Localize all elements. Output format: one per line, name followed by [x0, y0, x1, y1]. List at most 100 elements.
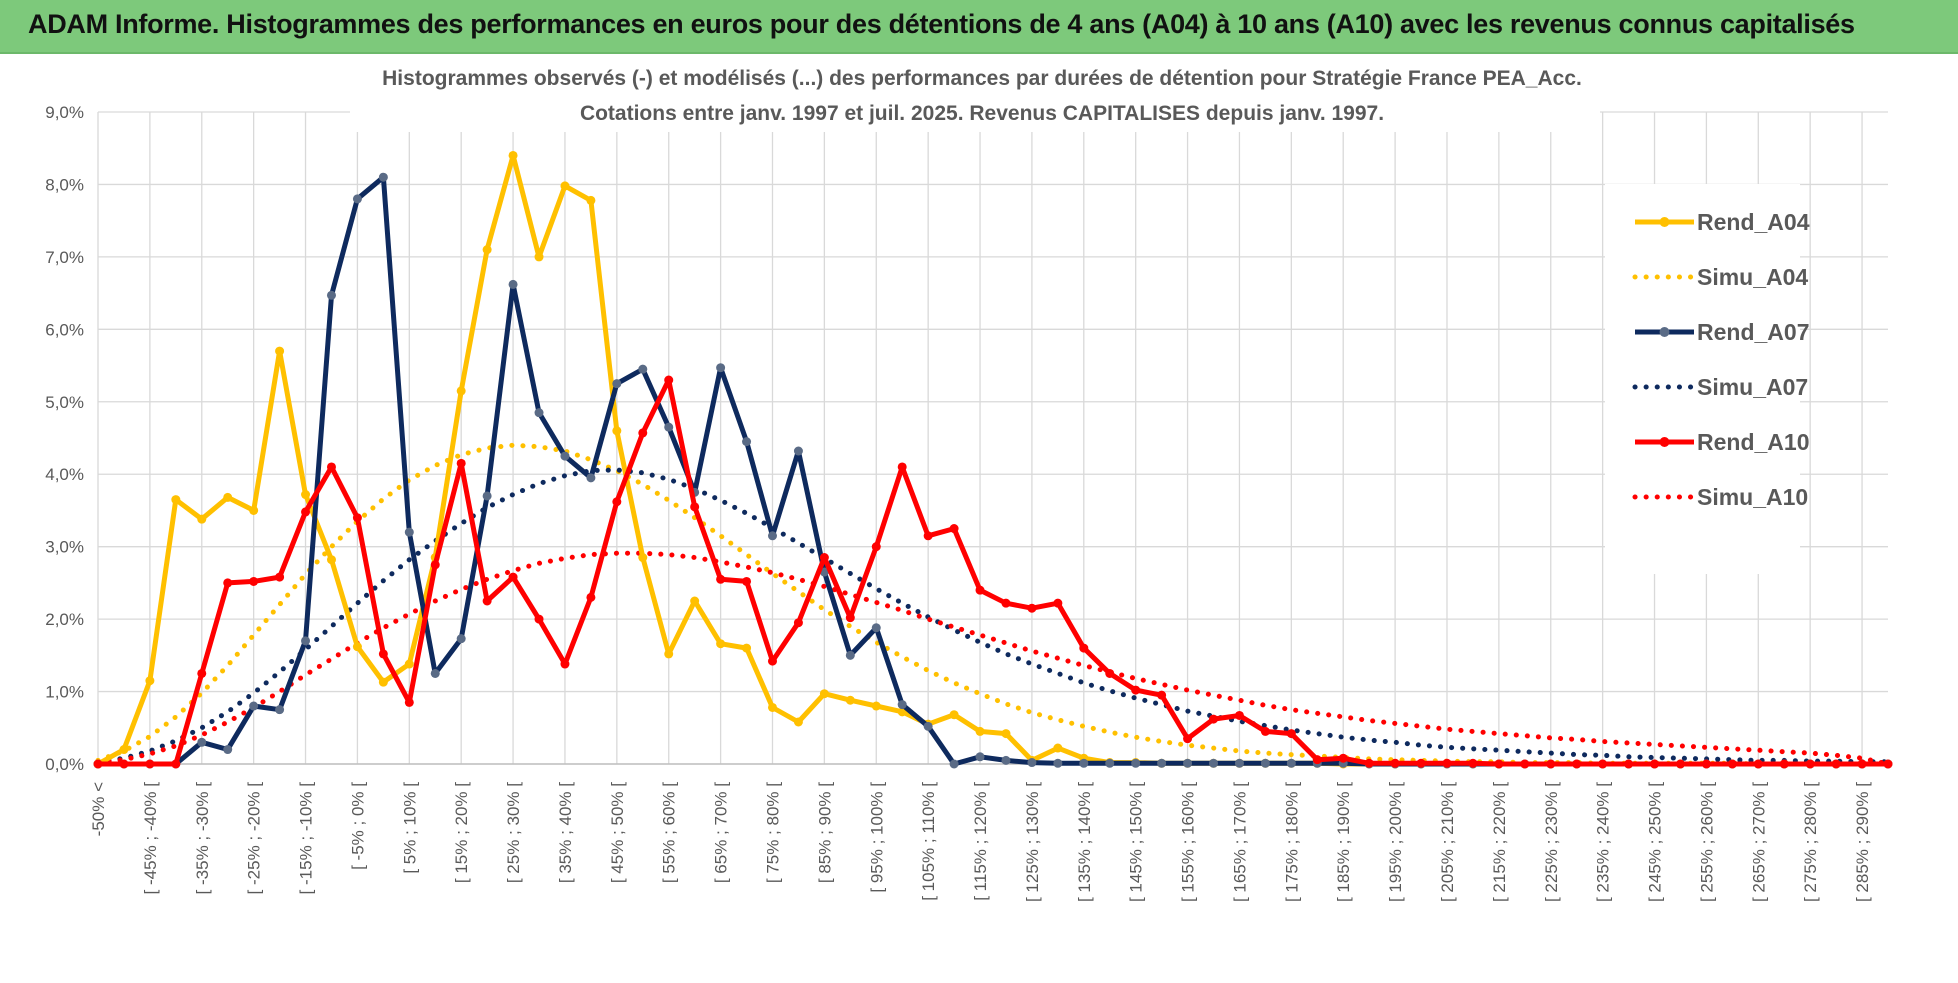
data-point — [612, 379, 622, 389]
data-point — [612, 497, 622, 507]
x-tick-label: [ 35% ; 40% [ — [556, 782, 575, 883]
x-tick-label: [ 55% ; 60% [ — [660, 782, 679, 883]
data-point — [145, 759, 155, 769]
data-point — [1001, 755, 1011, 765]
data-point — [638, 428, 648, 438]
data-point — [1053, 598, 1063, 608]
x-tick-label: [ -5% ; 0% [ — [348, 782, 367, 870]
data-point — [482, 245, 492, 255]
data-point — [1157, 758, 1167, 768]
data-point — [1312, 755, 1322, 765]
data-point — [1468, 758, 1478, 768]
legend-backdrop — [1605, 184, 1800, 574]
data-point — [1209, 714, 1219, 724]
legend-label: Rend_A07 — [1697, 319, 1809, 345]
data-point — [1053, 743, 1063, 753]
chart-area: 0,0% 1,0% 2,0% 3,0% 4,0% 5,0% 6,0% 7,0% 8,0% 9,0%… — [0, 54, 1958, 983]
chart-svg: 0,0% 1,0% 2,0% 3,0% 4,0% 5,0% 6,0% 7,0% 8,0% 9,0%… — [45, 60, 1893, 902]
data-point — [171, 495, 181, 505]
legend-label: Rend_A10 — [1697, 429, 1809, 455]
data-point — [1805, 759, 1815, 769]
series-Rend_A10 — [93, 375, 1893, 769]
data-point — [897, 700, 907, 710]
x-tick-label: [ 45% ; 50% [ — [608, 782, 627, 883]
series-line-Simu_A10 — [95, 550, 1891, 767]
data-point — [716, 363, 726, 373]
data-point — [871, 623, 881, 633]
data-point — [1650, 759, 1660, 769]
x-tick-label: [ 175% ; 180% [ — [1282, 782, 1301, 902]
data-point — [275, 346, 285, 356]
x-tick-label: -50% < — [89, 782, 108, 836]
data-point — [223, 745, 233, 755]
data-point — [1390, 758, 1400, 768]
data-point — [1105, 668, 1115, 678]
data-point — [1572, 759, 1582, 769]
data-point — [456, 458, 466, 468]
data-point — [378, 172, 388, 182]
data-point — [1779, 759, 1789, 769]
data-point — [352, 642, 362, 652]
y-tick-label: 5,0% — [45, 393, 84, 412]
data-point — [1520, 759, 1530, 769]
x-tick-label: [ 285% ; 290% [ — [1853, 782, 1872, 902]
series-layer — [93, 150, 1893, 769]
data-point — [767, 656, 777, 666]
y-axis: 0,0% 1,0% 2,0% 3,0% 4,0% 5,0% 6,0% 7,0% 8,0% 9,0% — [45, 103, 84, 774]
series-Simu_A10 — [95, 550, 1891, 767]
x-tick-label: [ 225% ; 230% [ — [1542, 782, 1561, 902]
y-tick-label: 6,0% — [45, 320, 84, 339]
x-tick-label: [ -35% ; -30% [ — [193, 782, 212, 895]
data-point — [586, 473, 596, 483]
data-point — [1079, 758, 1089, 768]
data-point — [690, 502, 700, 512]
chart-subtitle: Cotations entre janv. 1997 et juil. 2025… — [580, 102, 1384, 125]
data-point — [1027, 603, 1037, 613]
data-point — [767, 531, 777, 541]
y-tick-label: 7,0% — [45, 248, 84, 267]
data-point — [352, 194, 362, 204]
y-tick-label: 2,0% — [45, 610, 84, 629]
data-point — [1364, 758, 1374, 768]
data-point — [1209, 758, 1219, 768]
x-tick-label: [ -15% ; -10% [ — [297, 782, 316, 895]
data-point — [975, 726, 985, 736]
x-tick-label: [ 235% ; 240% [ — [1594, 782, 1613, 902]
data-point — [716, 574, 726, 584]
y-tick-label: 0,0% — [45, 755, 84, 774]
data-point — [301, 636, 311, 646]
data-point — [378, 649, 388, 659]
data-point — [560, 181, 570, 191]
data-point — [1701, 759, 1711, 769]
banner-title: ADAM Informe. Histogrammes des performan… — [28, 9, 1855, 39]
data-point — [1131, 758, 1141, 768]
x-tick-label: [ 85% ; 90% [ — [815, 782, 834, 883]
data-point — [845, 650, 855, 660]
y-tick-label: 8,0% — [45, 175, 84, 194]
data-point — [819, 553, 829, 563]
x-tick-label: [ 95% ; 100% [ — [867, 782, 886, 893]
data-point — [1753, 759, 1763, 769]
data-point — [1234, 710, 1244, 720]
data-point — [949, 759, 959, 769]
data-point — [456, 386, 466, 396]
data-point — [1053, 758, 1063, 768]
data-point — [275, 705, 285, 715]
data-point — [1598, 759, 1608, 769]
data-point — [1675, 759, 1685, 769]
data-point — [664, 422, 674, 432]
x-tick-label: [ 115% ; 120% [ — [971, 782, 990, 901]
x-tick-label: [ 215% ; 220% [ — [1490, 782, 1509, 902]
x-tick-label: [ 145% ; 150% [ — [1127, 782, 1146, 902]
data-point — [119, 759, 129, 769]
x-tick-label: [ 265% ; 270% [ — [1749, 782, 1768, 902]
x-tick-label: [ 155% ; 160% [ — [1179, 782, 1198, 902]
x-tick-label: [ -25% ; -20% [ — [245, 782, 264, 895]
data-point — [1727, 759, 1737, 769]
banner: ADAM Informe. Histogrammes des performan… — [0, 0, 1958, 54]
y-tick-label: 9,0% — [45, 103, 84, 122]
data-point — [1286, 729, 1296, 739]
x-tick-label: [ 75% ; 80% [ — [763, 782, 782, 883]
data-point — [845, 695, 855, 705]
legend: Rend_A04 Simu_A04 Rend_A07 Simu_A07 Rend_A10… — [1605, 184, 1810, 574]
